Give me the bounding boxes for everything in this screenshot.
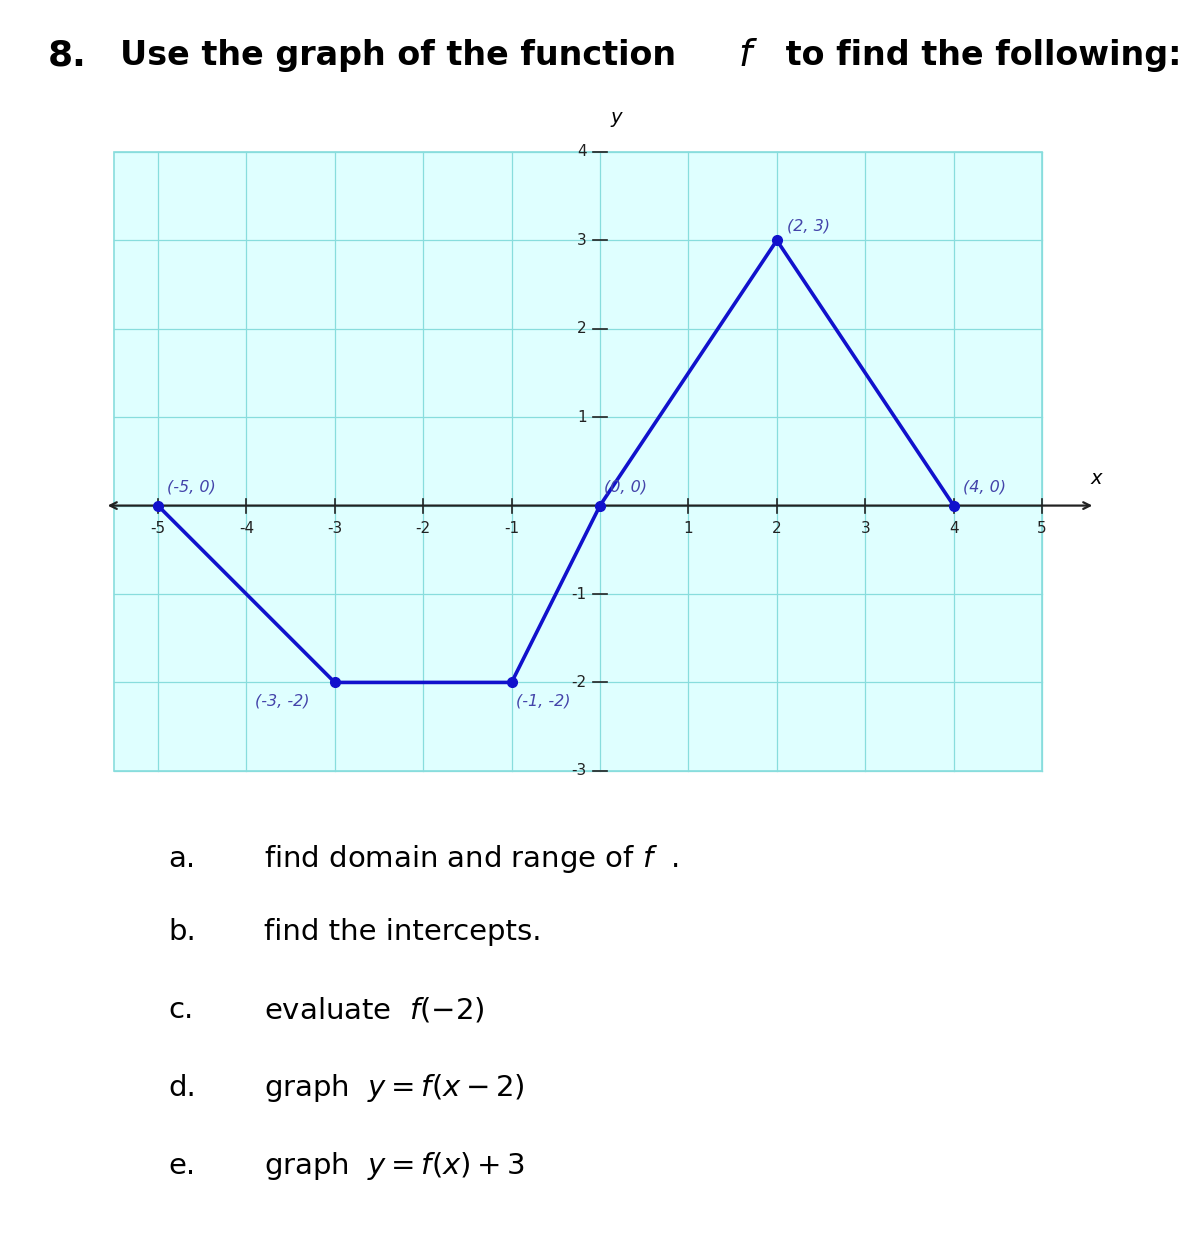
Text: $f$: $f$	[738, 37, 758, 74]
Text: c.: c.	[168, 997, 193, 1024]
Text: (4, 0): (4, 0)	[962, 480, 1006, 495]
Text: d.: d.	[168, 1074, 196, 1102]
Text: -5: -5	[150, 521, 166, 536]
Text: (2, 3): (2, 3)	[787, 219, 830, 233]
Text: x: x	[1091, 469, 1103, 488]
Text: -4: -4	[239, 521, 254, 536]
Text: a.: a.	[168, 845, 196, 873]
Text: b.: b.	[168, 919, 196, 946]
Text: (-1, -2): (-1, -2)	[516, 693, 570, 708]
Text: y: y	[611, 107, 622, 127]
Text: find the intercepts.: find the intercepts.	[264, 919, 541, 946]
Text: -3: -3	[571, 763, 587, 778]
Text: 1: 1	[684, 521, 694, 536]
Text: e.: e.	[168, 1152, 196, 1179]
Text: (0, 0): (0, 0)	[605, 480, 648, 495]
Text: evaluate  $f(-2)$: evaluate $f(-2)$	[264, 995, 485, 1025]
Text: -2: -2	[571, 674, 587, 690]
Text: (-3, -2): (-3, -2)	[256, 693, 310, 708]
Text: graph  $y = f(x)+3$: graph $y = f(x)+3$	[264, 1150, 524, 1182]
Text: find domain and range of $f$  .: find domain and range of $f$ .	[264, 844, 679, 874]
Text: 2: 2	[772, 521, 781, 536]
Text: 4: 4	[949, 521, 959, 536]
Text: -1: -1	[504, 521, 520, 536]
Text: 4: 4	[577, 144, 587, 159]
Text: -3: -3	[328, 521, 342, 536]
Text: (-5, 0): (-5, 0)	[167, 480, 216, 495]
Text: 2: 2	[577, 321, 587, 336]
Text: 1: 1	[577, 410, 587, 425]
Text: Use the graph of the function: Use the graph of the function	[120, 40, 700, 72]
Text: to find the following:: to find the following:	[774, 40, 1182, 72]
Text: graph  $y = f(x-2)$: graph $y = f(x-2)$	[264, 1072, 524, 1104]
Text: 3: 3	[860, 521, 870, 536]
Text: -2: -2	[415, 521, 431, 536]
Text: -1: -1	[571, 587, 587, 601]
Text: 8.: 8.	[48, 38, 86, 73]
Text: 3: 3	[577, 233, 587, 248]
Text: 5: 5	[1037, 521, 1046, 536]
